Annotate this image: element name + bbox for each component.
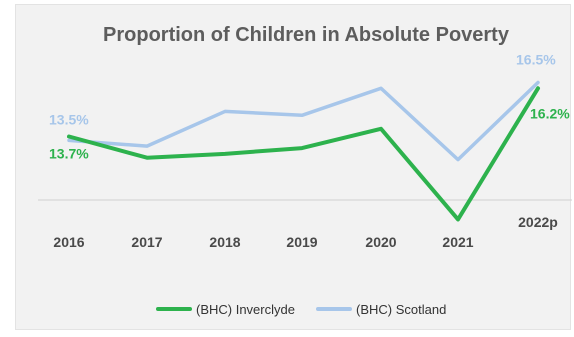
chart-frame: Proportion of Children in Absolute Pover… (15, 4, 572, 330)
data-label: 16.2% (530, 105, 570, 121)
x-tick-label: 2018 (209, 234, 240, 250)
series-layer (67, 80, 540, 222)
x-tick-label: 2021 (442, 234, 473, 250)
data-labels: 13.5% 13.7% 16.5% 16.2% (49, 52, 570, 162)
x-tick-label: 2016 (53, 234, 84, 250)
x-tick-labels: 2016 2017 2018 2019 2020 2021 2022p (53, 214, 557, 250)
x-tick-label: 2017 (131, 234, 162, 250)
x-tick-label: 2022p (518, 214, 558, 230)
chart-title: Proportion of Children in Absolute Pover… (103, 24, 510, 46)
series-line-inverclyde (67, 86, 540, 222)
legend-label: (BHC) Inverclyde (196, 302, 295, 317)
legend-label: (BHC) Scotland (356, 302, 446, 317)
legend: (BHC) Inverclyde (BHC) Scotland (156, 302, 446, 317)
data-label: 13.7% (49, 146, 89, 162)
line-chart: Proportion of Children in Absolute Pover… (38, 24, 572, 317)
data-label: 16.5% (516, 52, 556, 68)
x-tick-label: 2019 (286, 234, 317, 250)
data-label: 13.5% (49, 111, 89, 127)
series-line-scotland (67, 80, 540, 162)
x-tick-label: 2020 (365, 234, 396, 250)
